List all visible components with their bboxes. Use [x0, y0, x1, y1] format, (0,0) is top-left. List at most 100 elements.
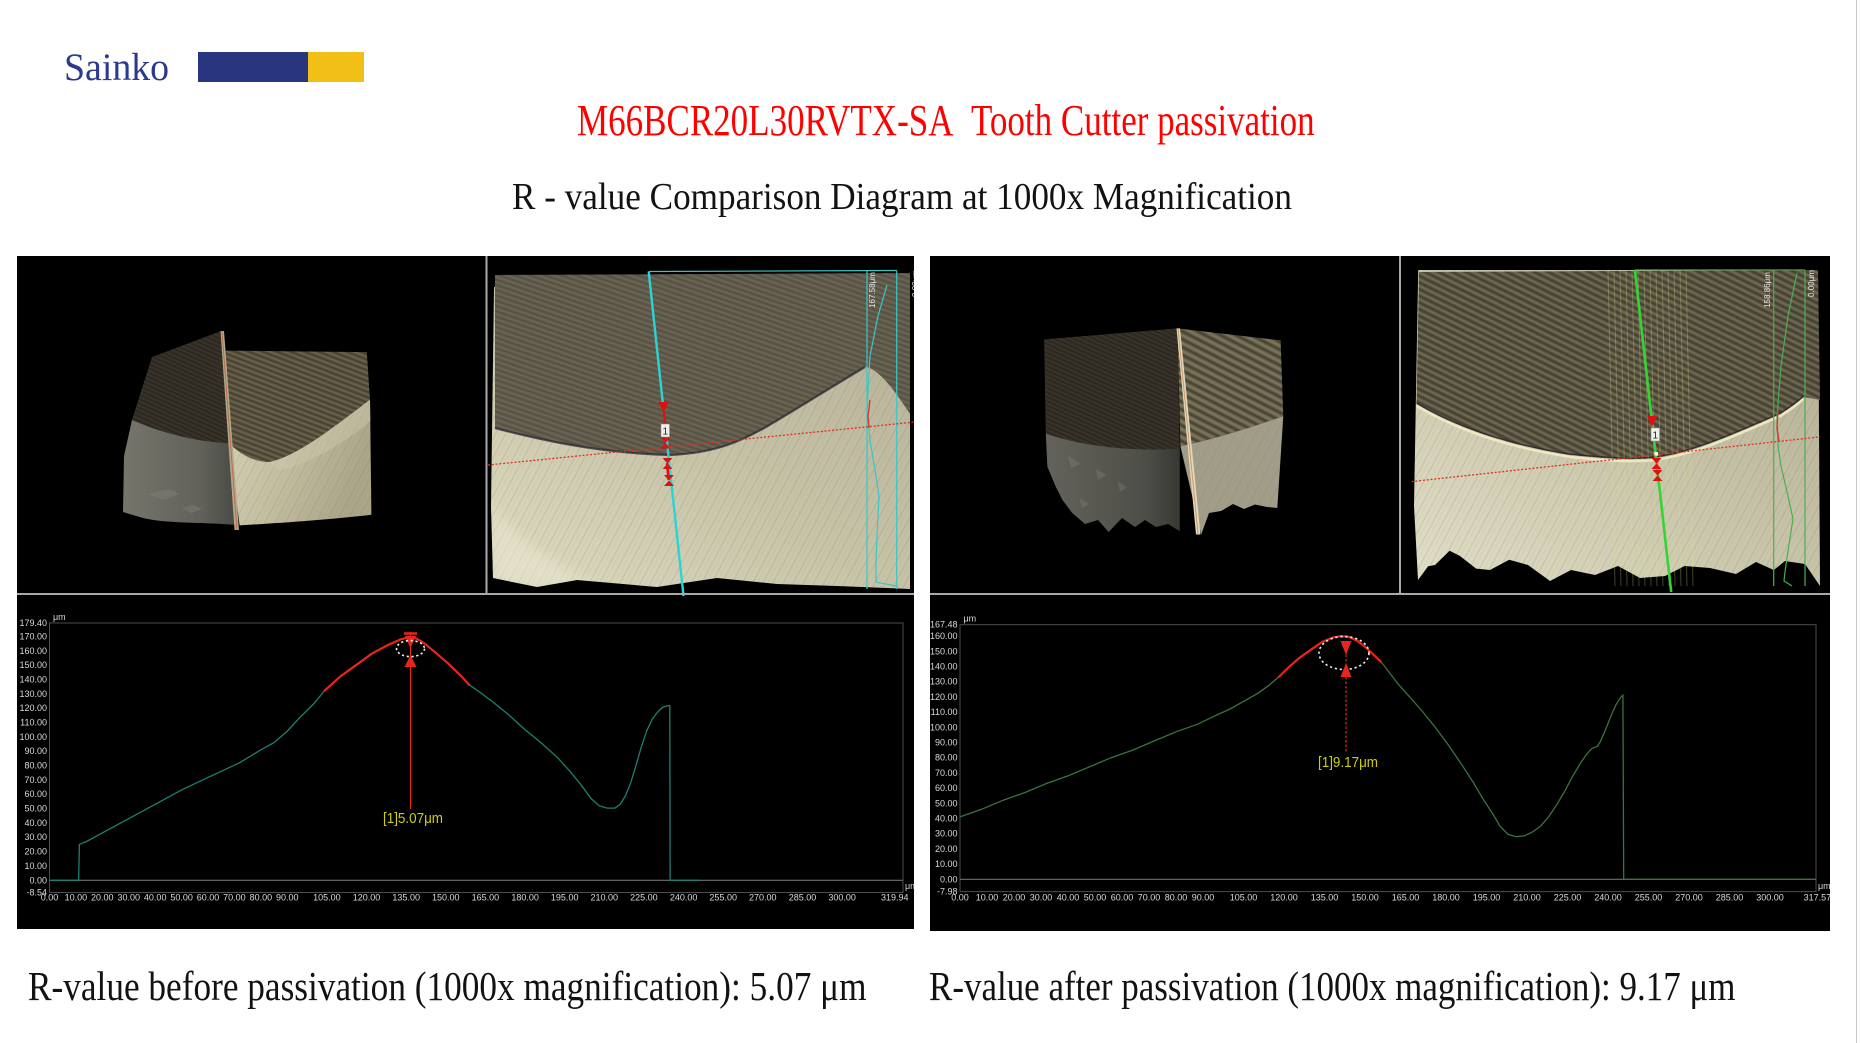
- svg-text:300.00: 300.00: [1756, 893, 1784, 903]
- svg-text:60.00: 60.00: [1111, 893, 1134, 903]
- svg-text:150.00: 150.00: [1351, 893, 1379, 903]
- svg-text:70.00: 70.00: [935, 768, 958, 778]
- svg-text:130.00: 130.00: [930, 677, 958, 687]
- svg-text:0.00: 0.00: [41, 893, 59, 903]
- svg-text:150.00: 150.00: [930, 646, 958, 656]
- svg-text:140.00: 140.00: [19, 675, 47, 685]
- svg-text:225.00: 225.00: [630, 893, 658, 903]
- svg-text:160.00: 160.00: [19, 646, 47, 656]
- svg-text:50.00: 50.00: [935, 798, 958, 808]
- svg-text:60.00: 60.00: [24, 789, 47, 799]
- svg-text:20.00: 20.00: [935, 844, 958, 854]
- svg-text:285.00: 285.00: [1716, 893, 1744, 903]
- svg-text:30.00: 30.00: [118, 893, 141, 903]
- svg-text:120.00: 120.00: [353, 893, 381, 903]
- svg-text:270.00: 270.00: [749, 893, 777, 903]
- svg-text:90.00: 90.00: [24, 746, 47, 756]
- svg-text:1: 1: [663, 427, 669, 438]
- svg-text:170.00: 170.00: [19, 632, 47, 642]
- svg-text:225.00: 225.00: [1554, 893, 1582, 903]
- svg-text:210.00: 210.00: [1513, 893, 1541, 903]
- svg-text:80.00: 80.00: [24, 761, 47, 771]
- svg-text:165.00: 165.00: [1392, 893, 1420, 903]
- svg-text:150.00: 150.00: [432, 893, 460, 903]
- svg-text:270.00: 270.00: [1675, 893, 1703, 903]
- svg-text:10.00: 10.00: [24, 861, 47, 871]
- svg-text:105.00: 105.00: [1230, 893, 1258, 903]
- svg-text:-8.54: -8.54: [26, 888, 47, 898]
- svg-text:80.00: 80.00: [1165, 893, 1188, 903]
- svg-text:10.00: 10.00: [976, 893, 999, 903]
- svg-text:30.00: 30.00: [1030, 893, 1053, 903]
- svg-text:210.00: 210.00: [591, 893, 619, 903]
- svg-text:70.00: 70.00: [24, 775, 47, 785]
- svg-text:μm: μm: [1818, 881, 1830, 891]
- svg-text:[1]5.07μm: [1]5.07μm: [383, 811, 443, 827]
- svg-text:195.00: 195.00: [1473, 893, 1501, 903]
- svg-text:90.00: 90.00: [276, 893, 299, 903]
- svg-text:50.00: 50.00: [24, 804, 47, 814]
- svg-text:180.00: 180.00: [511, 893, 539, 903]
- svg-text:110.00: 110.00: [20, 718, 47, 728]
- svg-text:10.00: 10.00: [65, 893, 88, 903]
- svg-text:100.00: 100.00: [19, 732, 47, 742]
- svg-text:180.00: 180.00: [1432, 893, 1460, 903]
- svg-text:20.00: 20.00: [24, 847, 47, 857]
- svg-text:30.00: 30.00: [935, 829, 958, 839]
- svg-text:70.00: 70.00: [1138, 893, 1161, 903]
- svg-text:255.00: 255.00: [709, 893, 737, 903]
- svg-text:255.00: 255.00: [1635, 893, 1663, 903]
- svg-text:150.00: 150.00: [19, 660, 47, 670]
- svg-text:30.00: 30.00: [24, 832, 47, 842]
- svg-text:90.00: 90.00: [1192, 893, 1215, 903]
- svg-text:167.48: 167.48: [930, 620, 958, 630]
- svg-text:60.00: 60.00: [197, 893, 220, 903]
- svg-text:130.00: 130.00: [19, 689, 47, 699]
- svg-text:140.00: 140.00: [930, 662, 958, 672]
- svg-text:165.00: 165.00: [472, 893, 500, 903]
- svg-text:160.00: 160.00: [930, 631, 958, 641]
- svg-text:50.00: 50.00: [170, 893, 193, 903]
- svg-text:μm: μm: [905, 881, 914, 891]
- svg-text:0.00μm: 0.00μm: [1806, 270, 1816, 297]
- svg-text:0.00μm: 0.00μm: [910, 270, 914, 297]
- svg-text:0.00: 0.00: [29, 875, 47, 885]
- svg-text:40.00: 40.00: [1057, 893, 1080, 903]
- svg-text:120.00: 120.00: [19, 703, 47, 713]
- svg-text:μm: μm: [53, 612, 66, 622]
- svg-text:135.00: 135.00: [392, 893, 420, 903]
- svg-text:319.94: 319.94: [881, 893, 909, 903]
- svg-text:110.00: 110.00: [931, 707, 958, 717]
- svg-text:179.40: 179.40: [19, 618, 47, 628]
- svg-text:0.00: 0.00: [940, 874, 958, 884]
- svg-text:240.00: 240.00: [1594, 893, 1622, 903]
- svg-text:20.00: 20.00: [1003, 893, 1026, 903]
- svg-text:20.00: 20.00: [91, 893, 114, 903]
- svg-text:80.00: 80.00: [935, 753, 958, 763]
- svg-text:1: 1: [1653, 431, 1659, 442]
- svg-text:40.00: 40.00: [144, 893, 167, 903]
- svg-text:0.00: 0.00: [951, 893, 969, 903]
- svg-text:90.00: 90.00: [935, 738, 958, 748]
- svg-text:10.00: 10.00: [935, 859, 958, 869]
- svg-text:[1]9.17μm: [1]9.17μm: [1318, 755, 1378, 771]
- svg-text:300.00: 300.00: [828, 893, 856, 903]
- svg-text:40.00: 40.00: [935, 814, 958, 824]
- svg-text:167.58μm: 167.58μm: [867, 272, 877, 308]
- svg-text:285.00: 285.00: [789, 893, 817, 903]
- svg-text:40.00: 40.00: [24, 818, 47, 828]
- svg-text:50.00: 50.00: [1084, 893, 1107, 903]
- svg-text:120.00: 120.00: [1270, 893, 1298, 903]
- svg-text:105.00: 105.00: [313, 893, 341, 903]
- svg-text:80.00: 80.00: [250, 893, 273, 903]
- svg-text:240.00: 240.00: [670, 893, 698, 903]
- svg-text:135.00: 135.00: [1311, 893, 1339, 903]
- svg-text:120.00: 120.00: [930, 692, 958, 702]
- svg-text:70.00: 70.00: [223, 893, 246, 903]
- svg-text:100.00: 100.00: [930, 722, 958, 732]
- svg-text:-7.98: -7.98: [937, 887, 958, 897]
- svg-text:μm: μm: [964, 614, 977, 624]
- svg-text:60.00: 60.00: [935, 783, 958, 793]
- svg-text:195.00: 195.00: [551, 893, 579, 903]
- svg-text:158.86μm: 158.86μm: [1762, 272, 1772, 308]
